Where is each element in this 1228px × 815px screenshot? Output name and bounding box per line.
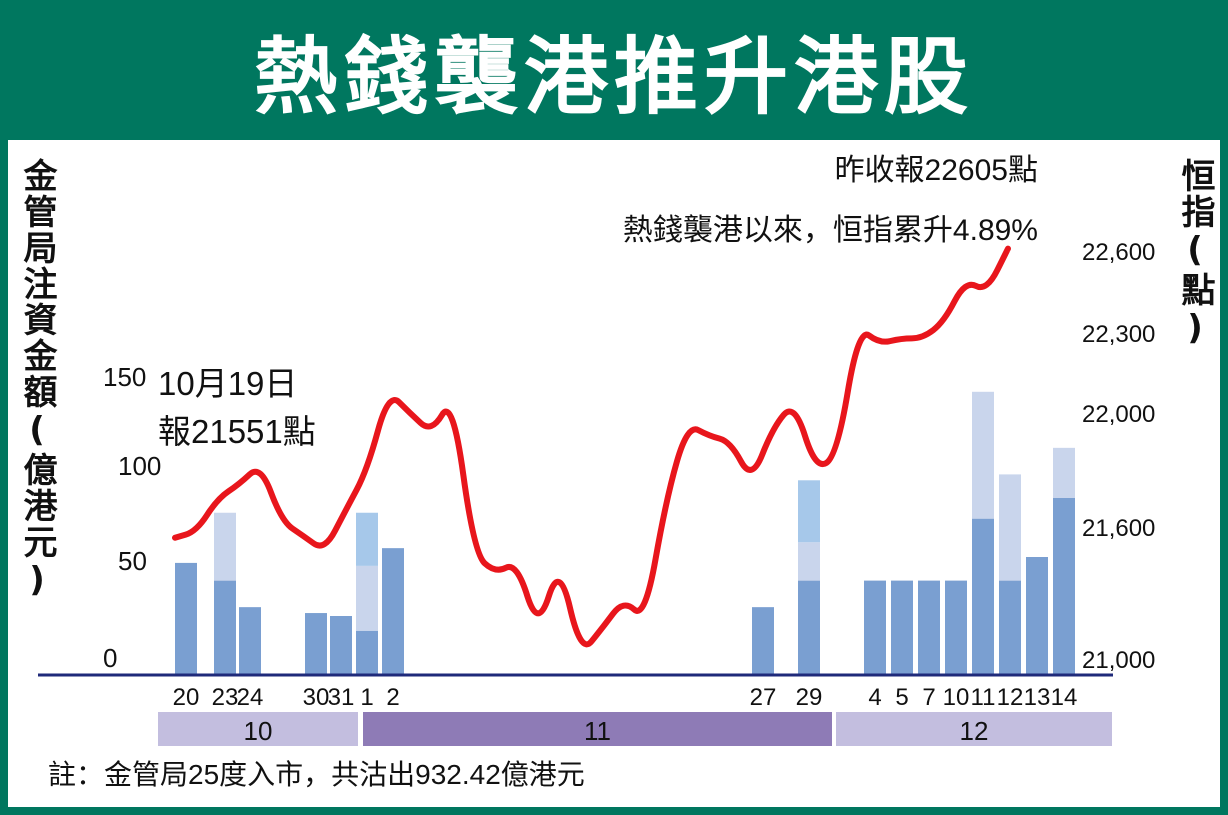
bar-27-segment-1	[752, 607, 774, 675]
right-tick-label: 22,000	[1082, 401, 1155, 428]
x-tick-label: 14	[1051, 684, 1078, 711]
month-bands: 10 11 12	[158, 712, 1112, 746]
end-annotation-line-1: 昨收報22605點	[835, 154, 1038, 187]
right-axis-label: 恒指(點)	[1175, 158, 1215, 350]
chart-title: 熱錢襲港推升港股	[253, 27, 974, 126]
bar-23-segment-1	[214, 580, 236, 675]
left-tick-label: 100	[118, 451, 161, 481]
bar-13-segment-1	[1026, 557, 1048, 675]
bar-30-segment-1	[305, 613, 327, 675]
x-tick-label: 30	[303, 684, 330, 711]
bar-12-segment-2	[999, 474, 1021, 581]
bar-14-segment-1	[1053, 498, 1075, 675]
right-tick-label: 22,300	[1082, 321, 1155, 348]
hsi-line	[172, 245, 1011, 648]
x-tick-label: 4	[868, 684, 881, 711]
x-tick-label: 23	[212, 684, 239, 711]
x-tick-label: 20	[173, 684, 200, 711]
bar-2-segment-1	[382, 548, 404, 675]
left-axis-ticks: 0 50 100 150	[103, 362, 161, 673]
left-tick-label: 50	[118, 546, 147, 576]
chart-svg: 0 50 100 150 21,000 21,600 22,000 22,300 22,600…	[38, 154, 1155, 790]
x-tick-label: 13	[1024, 684, 1051, 711]
left-tick-label: 0	[103, 643, 117, 673]
x-tick-label: 24	[237, 684, 264, 711]
month-label: 10	[244, 716, 273, 746]
footnote: 註：金管局25度入市，共沽出932.42億港元	[48, 759, 585, 790]
right-tick-label: 21,600	[1082, 515, 1155, 542]
end-annotation-line-2: 熱錢襲港以來，恒指累升4.89%	[623, 214, 1038, 247]
start-annotation-line-1: 10月19日	[158, 365, 297, 402]
left-axis-label: 金管局注資金額(億港元)	[17, 158, 57, 602]
x-tick-label: 31	[328, 684, 355, 711]
bar-4-segment-1	[864, 580, 886, 675]
bar-11-segment-2	[972, 391, 994, 519]
x-tick-label: 5	[895, 684, 908, 711]
bars-layer	[175, 391, 1075, 675]
line-layer	[172, 245, 1011, 648]
x-tick-label: 27	[750, 684, 777, 711]
right-axis-ticks: 21,000 21,600 22,000 22,300 22,600	[1082, 239, 1155, 674]
left-tick-label: 150	[103, 362, 146, 392]
bar-11-segment-1	[972, 518, 994, 675]
month-label: 11	[584, 716, 611, 746]
month-band-10	[158, 712, 358, 746]
right-tick-label: 22,600	[1082, 239, 1155, 266]
bar-31-segment-1	[330, 616, 352, 675]
bar-14-segment-2	[1053, 447, 1075, 498]
month-band-12	[836, 712, 1112, 746]
bar-1-segment-1	[356, 630, 378, 675]
bar-10-segment-1	[945, 580, 967, 675]
start-annotation-line-2: 報21551點	[158, 413, 316, 450]
x-tick-label: 10	[943, 684, 970, 711]
bar-20-segment-1	[175, 562, 197, 675]
x-tick-label: 7	[922, 684, 935, 711]
month-label: 12	[960, 716, 989, 746]
bar-24-segment-1	[239, 607, 261, 675]
bar-29-segment-2	[798, 542, 820, 581]
bar-12-segment-1	[999, 580, 1021, 675]
x-tick-label: 29	[796, 684, 823, 711]
x-tick-label: 1	[360, 684, 373, 711]
bar-29-segment-3	[798, 480, 820, 543]
x-tick-label: 12	[997, 684, 1024, 711]
bar-23-segment-2	[214, 512, 236, 581]
bar-1-segment-2	[356, 565, 378, 631]
chart-panel: 金管局注資金額(億港元) 恒指(點) 0 50 100 150 21,000 21,60…	[8, 140, 1220, 807]
right-tick-label: 21,000	[1082, 647, 1155, 674]
x-tick-label: 11	[971, 684, 996, 711]
bar-1-segment-3	[356, 512, 378, 566]
bar-5-segment-1	[891, 580, 913, 675]
bar-29-segment-1	[798, 580, 820, 675]
bar-7-segment-1	[918, 580, 940, 675]
month-band-11	[363, 712, 832, 746]
x-tick-label: 2	[386, 684, 399, 711]
